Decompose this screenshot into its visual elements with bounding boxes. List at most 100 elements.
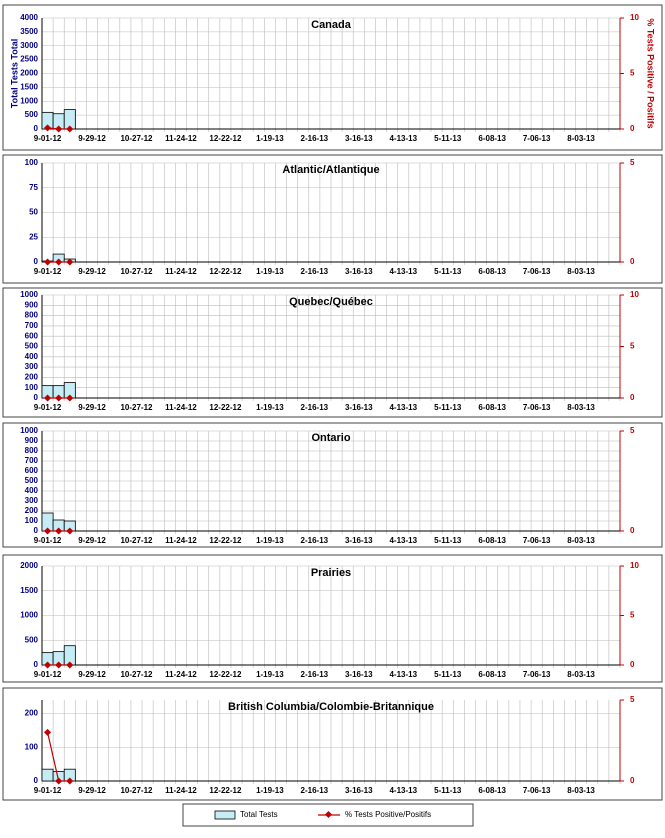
x-tick-label: 12-22-12 [209,670,242,679]
x-tick-label: 10-27-12 [120,134,153,143]
x-tick-label: 10-27-12 [120,536,153,545]
y-tick-label: 2000 [20,69,38,78]
x-tick-label: 6-08-13 [478,536,506,545]
y2-tick-label: 0 [630,124,635,133]
y-tick-label: 1000 [20,611,38,620]
y2-tick-label: 0 [630,526,635,535]
y-tick-label: 500 [25,476,39,485]
y-tick-label: 0 [34,660,39,669]
y2-tick-label: 10 [630,561,639,570]
y2-tick-label: 0 [630,660,635,669]
y-tick-label: 100 [25,158,39,167]
x-tick-label: 6-08-13 [478,403,506,412]
y-tick-label: 2000 [20,561,38,570]
x-tick-label: 2-16-13 [301,786,329,795]
y-tick-label: 300 [25,362,39,371]
x-tick-label: 1-19-13 [256,267,284,276]
y2-tick-label: 5 [630,158,635,167]
panel-frame [2,687,663,801]
y-tick-label: 1500 [20,586,38,595]
line-marker [66,125,74,133]
panel-title: Atlantic/Atlantique [282,164,379,176]
x-tick-label: 5-11-13 [434,134,462,143]
legend-marker [324,810,333,819]
y2-tick-label: 5 [630,342,635,351]
bar [41,768,54,782]
x-tick-label: 9-29-12 [78,786,106,795]
y-tick-label: 500 [25,635,39,644]
y2-tick-label: 10 [630,13,639,22]
x-tick-label: 8-03-13 [567,267,595,276]
x-tick-label: 9-29-12 [78,267,106,276]
x-tick-label: 11-24-12 [165,670,197,679]
legend-label: % Tests Positive/Positifs [345,810,431,819]
panel-frame [2,287,663,418]
x-tick-label: 12-22-12 [209,134,242,143]
line-marker [55,661,63,669]
x-tick-label: 12-22-12 [209,267,242,276]
x-tick-label: 4-13-13 [389,403,417,412]
x-tick-label: 6-08-13 [478,267,506,276]
y-tick-label: 1500 [20,82,38,91]
x-tick-label: 4-13-13 [389,670,417,679]
line-marker [66,777,74,785]
y-tick-label: 50 [29,208,38,217]
x-tick-label: 2-16-13 [301,134,329,143]
y-tick-label: 500 [25,342,39,351]
x-tick-label: 5-11-13 [434,267,462,276]
y-tick-label: 1000 [20,426,38,435]
y-tick-label: 0 [34,257,39,266]
y-tick-label: 100 [25,383,39,392]
x-tick-label: 4-13-13 [389,134,417,143]
line-marker [66,258,74,266]
x-tick-label: 1-19-13 [256,670,284,679]
x-tick-label: 9-29-12 [78,536,106,545]
x-tick-label: 9-29-12 [78,670,106,679]
y-tick-label: 0 [34,776,39,785]
line-marker [55,258,63,266]
line-marker [44,258,52,266]
y-tick-label: 200 [25,373,39,382]
panel-frame [2,154,663,284]
y-tick-label: 600 [25,331,39,340]
y-tick-label: 200 [25,506,39,515]
y-tick-label: 600 [25,466,39,475]
x-tick-label: 3-16-13 [345,134,373,143]
y-tick-label: 0 [34,526,39,535]
x-tick-label: 12-22-12 [209,536,242,545]
line-marker [44,661,52,669]
x-tick-label: 11-24-12 [165,786,197,795]
x-tick-label: 2-16-13 [301,403,329,412]
y-tick-label: 25 [29,232,38,241]
y2-tick-label: 5 [630,69,635,78]
panel-title: Quebec/Québec [289,296,373,308]
y2-tick-label: 0 [630,776,635,785]
x-tick-label: 7-06-13 [523,786,551,795]
x-tick-label: 9-01-12 [34,786,62,795]
y-axis-label: Total Tests Total [9,39,19,109]
x-tick-label: 7-06-13 [523,403,551,412]
y-tick-label: 3500 [20,27,38,36]
x-tick-label: 10-27-12 [120,403,153,412]
y-tick-label: 800 [25,446,39,455]
panel-title: Ontario [311,432,350,444]
x-tick-label: 8-03-13 [567,134,595,143]
panel-title: Canada [311,19,352,31]
line-marker [55,394,63,402]
x-tick-label: 7-06-13 [523,536,551,545]
y2-tick-label: 0 [630,393,635,402]
x-tick-label: 8-03-13 [567,670,595,679]
x-tick-label: 9-01-12 [34,536,62,545]
y-tick-label: 700 [25,456,39,465]
x-tick-label: 2-16-13 [301,536,329,545]
x-tick-label: 6-08-13 [478,134,506,143]
y-tick-label: 1000 [20,290,38,299]
x-tick-label: 11-24-12 [165,134,197,143]
y-tick-label: 1000 [20,96,38,105]
line-marker [44,394,52,402]
x-tick-label: 10-27-12 [120,786,153,795]
y-tick-label: 900 [25,300,39,309]
x-tick-label: 2-16-13 [301,267,329,276]
x-tick-label: 12-22-12 [209,786,242,795]
y-tick-label: 900 [25,436,39,445]
